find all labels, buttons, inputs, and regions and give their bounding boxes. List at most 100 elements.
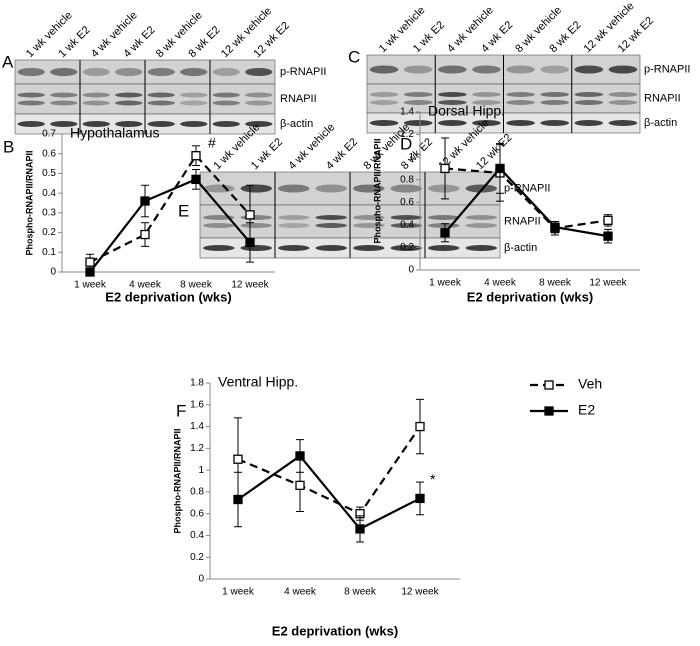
blot-band (82, 100, 110, 106)
blot-band (240, 223, 272, 228)
x-axis-label: E2 deprivation (wks) (467, 289, 593, 304)
marker (603, 231, 613, 241)
series-line (89, 153, 251, 264)
blot-band (428, 184, 460, 193)
marker (245, 210, 255, 220)
lane-label: 4 wk E2 (479, 19, 515, 55)
blot-band (403, 100, 433, 105)
blot-band (278, 223, 310, 228)
blot-band (212, 121, 240, 127)
blot-band (17, 121, 45, 127)
marker (140, 229, 150, 240)
blot-band (390, 245, 422, 251)
blot-row-label: RNAPII (280, 93, 317, 105)
blot-band (203, 223, 235, 228)
blot-band (17, 68, 45, 76)
annotation: # (208, 135, 216, 151)
blot-band (245, 100, 273, 106)
blot-band (369, 92, 399, 97)
chart-title: Ventral Hipp. (218, 374, 298, 390)
blot-band (390, 223, 422, 228)
marker (550, 222, 560, 232)
y-tick-label: 1.2 (400, 129, 414, 140)
blot-band (203, 245, 235, 251)
y-tick-label: 0.5 (42, 168, 56, 179)
blot-band (245, 121, 273, 127)
blot-band (574, 65, 604, 74)
legend-marker (544, 380, 554, 390)
blot-band (506, 92, 535, 97)
blot-band (278, 184, 310, 193)
blot-band (115, 68, 143, 76)
marker (140, 196, 150, 206)
blot-band (353, 223, 385, 228)
y-tick-label: 0.6 (42, 148, 56, 159)
blot-band (437, 65, 467, 74)
blot-band (465, 215, 497, 220)
y-tick-label: 0.2 (400, 242, 414, 253)
blot-band (540, 100, 570, 105)
blot-band (82, 68, 110, 76)
series-line (89, 178, 251, 273)
blot-band (506, 65, 535, 74)
lane-label: 1 wk E2 (249, 136, 285, 172)
y-tick-label: 1 (408, 152, 414, 163)
blot-band (315, 245, 347, 251)
annotation: * (430, 471, 436, 487)
blot-band (437, 92, 467, 97)
blot-band (212, 68, 240, 76)
blot-band (278, 245, 310, 251)
y-tick-label: 0 (408, 265, 414, 276)
lane-label: 4 wk E2 (324, 136, 360, 172)
blot-band (147, 92, 175, 98)
blot-band (82, 92, 110, 98)
blot-band (353, 184, 385, 193)
blot-band (50, 68, 78, 76)
marker (603, 215, 613, 225)
blot-band (240, 215, 272, 220)
blot-band (180, 68, 208, 76)
blot-band (50, 100, 78, 106)
marker (295, 451, 305, 461)
blot-band (403, 65, 433, 74)
blot-band (390, 184, 422, 193)
chart-title: Dorsal Hipp. (428, 103, 505, 119)
series-line (444, 167, 609, 230)
blot-band (240, 245, 272, 251)
marker (440, 163, 450, 174)
legend-label: Veh (578, 376, 602, 392)
blot-row-label: p-RNAPII (280, 66, 326, 78)
panel-letter: D (400, 134, 412, 153)
blot-band (147, 100, 175, 106)
blot-band (353, 245, 385, 251)
x-tick-label: 1 week (429, 278, 462, 289)
x-axis-label: E2 deprivation (wks) (105, 289, 231, 304)
y-tick-label: 0.2 (42, 227, 56, 238)
legend-label: E2 (578, 402, 595, 418)
x-axis-label: E2 deprivation (wks) (272, 623, 398, 638)
blot-band (574, 92, 604, 97)
y-tick-label: 0.8 (400, 174, 414, 185)
marker (295, 480, 305, 491)
y-tick-label: 0.8 (190, 487, 204, 498)
panel-letter: E (178, 201, 189, 220)
blot-band (540, 65, 570, 74)
x-tick-label: 8 week (539, 278, 572, 289)
blot-band (403, 120, 433, 126)
blot-band (315, 223, 347, 228)
blot-band (437, 100, 467, 105)
y-axis-label: Phospho-RNAPII/RNAPII (172, 429, 182, 534)
blot-band (17, 100, 45, 106)
blot-band (428, 245, 460, 251)
blot-band (472, 100, 501, 105)
blot-band (278, 215, 310, 220)
marker (355, 524, 365, 534)
blot-band (506, 100, 535, 105)
marker (415, 421, 425, 432)
blot-band (369, 100, 399, 105)
x-tick-label: 12 week (589, 278, 627, 289)
y-tick-label: 0.6 (400, 197, 414, 208)
blot-band (465, 223, 497, 228)
x-tick-label: 1 week (222, 587, 255, 598)
y-tick-label: 1.6 (190, 399, 204, 410)
